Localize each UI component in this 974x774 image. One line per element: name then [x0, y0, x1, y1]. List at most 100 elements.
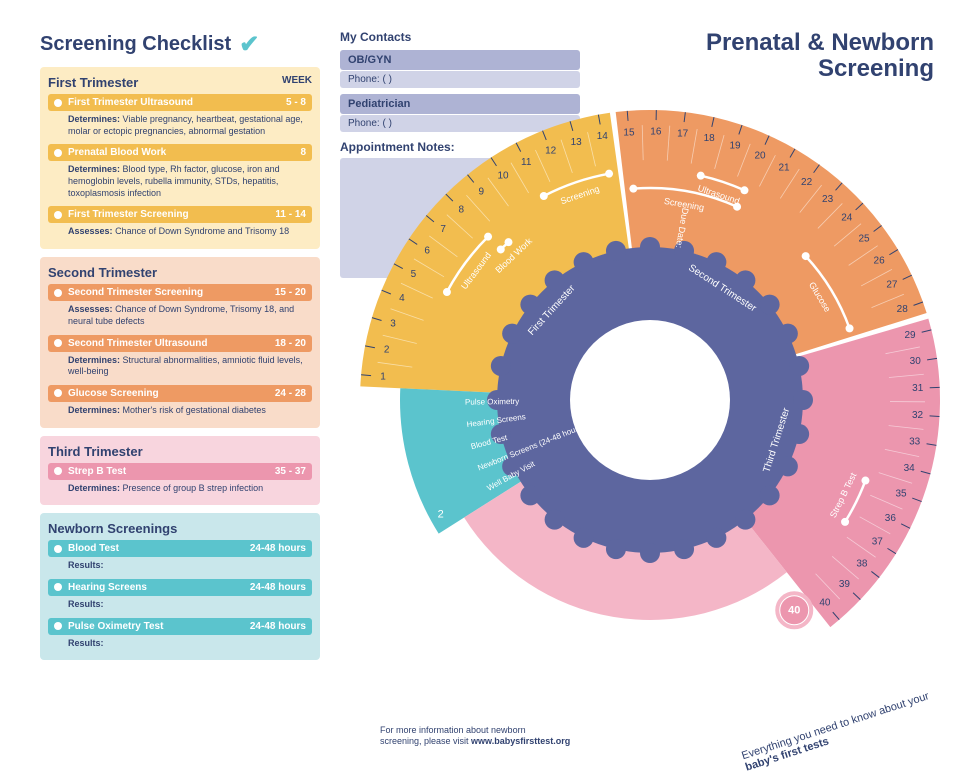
scallop-bump: [789, 356, 809, 376]
due-date-40: 40: [788, 604, 800, 616]
checklist-section: Newborn Screenings Blood Test24-48 hours R…: [40, 513, 320, 660]
item-weeks: 18 - 20: [275, 338, 306, 349]
arc-dot: [861, 477, 869, 485]
week-number: 7: [440, 224, 446, 235]
week-number: 33: [909, 437, 921, 448]
week-number: 9: [479, 186, 485, 197]
arc-dot: [540, 192, 548, 200]
checklist-item-bar: Glucose Screening24 - 28: [48, 385, 312, 402]
checklist-item-bar: Second Trimester Screening15 - 20: [48, 284, 312, 301]
scallop-bump: [735, 270, 755, 290]
week-number: 13: [571, 137, 583, 148]
item-lead: Results:: [68, 638, 104, 648]
bullet-icon: [54, 545, 62, 553]
week-number: 12: [545, 146, 557, 157]
checklist-section: First TrimesterWEEKFirst Trimester Ultra…: [40, 67, 320, 249]
week-number: 31: [912, 383, 924, 394]
week-number: 3: [390, 319, 396, 330]
scallop-bump: [545, 270, 565, 290]
week-number: 27: [886, 279, 898, 290]
arc-dot: [846, 324, 854, 332]
week-number: 35: [895, 488, 907, 499]
week-number: 5: [411, 269, 417, 280]
week-number: 29: [904, 330, 916, 341]
scallop-bump: [760, 485, 780, 505]
checklist-item-bar: Pulse Oximetry Test24-48 hours: [48, 618, 312, 635]
item-detail-text: Mother's risk of gestational diabetes: [123, 405, 266, 415]
item-weeks: 8: [300, 147, 306, 158]
week-number: 14: [597, 131, 609, 142]
scallop-bump: [640, 237, 660, 257]
scallop-bump: [520, 295, 540, 315]
scallop-bump: [520, 485, 540, 505]
main-title-line1: Prenatal & Newborn: [706, 30, 934, 56]
item-detail: Assesses: Chance of Down Syndrome, Triso…: [48, 301, 312, 330]
checklist-section: Second TrimesterSecond Trimester Screeni…: [40, 257, 320, 427]
bullet-icon: [54, 149, 62, 157]
week-label: WEEK: [282, 75, 312, 90]
week-number: 38: [856, 559, 868, 570]
week-number: 18: [704, 133, 716, 144]
week-number: 40: [819, 598, 831, 609]
item-weeks: 24-48 hours: [250, 543, 306, 554]
item-weeks: 5 - 8: [286, 97, 306, 108]
section-name: Newborn Screenings: [48, 521, 177, 536]
section-name: Third Trimester: [48, 444, 143, 459]
week-number: 11: [521, 157, 532, 168]
item-weeks: 35 - 37: [275, 466, 306, 477]
item-label: Strep B Test: [68, 466, 275, 477]
item-label: Pulse Oximetry Test: [68, 621, 250, 632]
week-number: 15: [623, 127, 635, 138]
scallop-bump: [574, 528, 594, 548]
item-weeks: 24-48 hours: [250, 621, 306, 632]
item-detail: Determines: Mother's risk of gestational…: [48, 402, 312, 420]
item-lead: Assesses:: [68, 304, 113, 314]
scallop-bump: [674, 539, 694, 559]
scallop-bump: [502, 324, 522, 344]
scallop-bump: [706, 252, 726, 272]
week-number: 16: [650, 127, 662, 138]
scallop-bump: [793, 390, 813, 410]
scallop-bump: [789, 424, 809, 444]
item-label: Prenatal Blood Work: [68, 147, 300, 158]
item-detail: Determines: Presence of group B strep in…: [48, 480, 312, 498]
checklist-item-bar: Blood Test24-48 hours: [48, 540, 312, 557]
scallop-bump: [606, 539, 626, 559]
main-title-line2: Screening: [706, 56, 934, 82]
week-number: 20: [755, 150, 767, 161]
contact-phone[interactable]: Phone: ( ): [340, 71, 580, 88]
checkmark-icon: ✔: [239, 30, 259, 59]
item-detail: Assesses: Chance of Down Syndrome and Tr…: [48, 223, 312, 241]
arc-dot: [484, 233, 492, 241]
week-number: 19: [729, 140, 741, 151]
footer-info: For more information about newborn scree…: [380, 725, 570, 748]
checklist-item-bar: Hearing Screens24-48 hours: [48, 579, 312, 596]
week-number: 2: [384, 345, 390, 356]
arc-dot: [740, 186, 748, 194]
screening-checklist: Screening Checklist ✔ First TrimesterWEE…: [40, 30, 320, 668]
item-label: First Trimester Ultrasound: [68, 97, 286, 108]
checklist-item-bar: Second Trimester Ultrasound18 - 20: [48, 335, 312, 352]
scallop-bump: [778, 456, 798, 476]
arc-dot: [443, 288, 451, 296]
scallop-bump: [735, 510, 755, 530]
footer-line2: screening, please visit: [380, 736, 471, 746]
bullet-icon: [54, 339, 62, 347]
week-number: 6: [424, 246, 430, 257]
contact-name[interactable]: OB/GYN: [340, 50, 580, 70]
week-tick: [930, 416, 940, 417]
item-label: Second Trimester Screening: [68, 287, 275, 298]
week-number: 17: [677, 129, 689, 140]
scallop-bump: [706, 528, 726, 548]
item-lead: Assesses:: [68, 226, 113, 236]
newborn-week-2: 2: [438, 508, 444, 520]
item-lead: Results:: [68, 599, 104, 609]
item-label: First Trimester Screening: [68, 209, 275, 220]
checklist-item-bar: Strep B Test35 - 37: [48, 463, 312, 480]
bullet-icon: [54, 389, 62, 397]
item-lead: Determines:: [68, 355, 120, 365]
week-number: 30: [910, 356, 922, 367]
item-label: Second Trimester Ultrasound: [68, 338, 275, 349]
checklist-item-bar: First Trimester Screening11 - 14: [48, 206, 312, 223]
checklist-item-bar: First Trimester Ultrasound5 - 8: [48, 94, 312, 111]
